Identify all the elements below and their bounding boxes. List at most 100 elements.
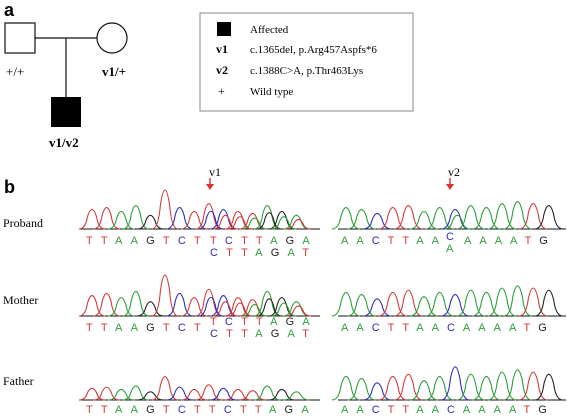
legend-wt-desc: Wild type (250, 86, 293, 98)
mother-left-peak (78, 294, 106, 317)
proband-left-top: TCTTAGA (210, 235, 318, 247)
row-label-proband: Proband (3, 216, 43, 230)
panel-a-label: a (4, 0, 15, 20)
v2-marker-label: v2 (448, 165, 460, 179)
legend-v2-key: v2 (216, 63, 228, 77)
mother-right-peak (503, 285, 532, 317)
mother-right-peak (487, 287, 517, 317)
pedigree (4, 22, 128, 127)
proband-right-peak (472, 207, 501, 230)
mother-left-peak (283, 301, 310, 317)
mother-left-bottom: CTTAGAT (210, 328, 317, 340)
mother-genotype: v1/+ (102, 64, 126, 79)
panel-b-label: b (4, 177, 15, 197)
proband-right-peak (363, 212, 392, 230)
chromatogram-traces (78, 189, 563, 401)
father-genotype: +/+ (6, 64, 24, 79)
father-right-peak (487, 371, 517, 401)
father-right-peak (519, 371, 548, 401)
father-right-peak (394, 373, 423, 401)
proband-right-peak (394, 205, 423, 230)
proband-left-seq: TTAAGTCT (86, 235, 209, 247)
proband-left-peak (93, 207, 120, 230)
father-right-peak (503, 369, 532, 401)
proband-left-peak (283, 214, 310, 230)
mother-right-peak (519, 287, 548, 317)
father-right-peak (378, 375, 407, 401)
proband-right-peak (534, 205, 563, 230)
row-label-mother: Mother (3, 293, 38, 307)
proband-left-bottom: CTTAGAT (210, 247, 317, 259)
father-right-peak (534, 373, 563, 401)
mother-right-peak (441, 294, 470, 317)
proband-right-seq: AACTTAA (341, 235, 447, 247)
father-left-peak (239, 390, 266, 401)
mother-right-peak (331, 291, 361, 317)
father-right-peak (425, 375, 454, 401)
legend-box: Affected v1 c.1365del, p.Arg457Aspfs*6 v… (199, 12, 414, 112)
father-left-peak (181, 388, 208, 401)
mother-right-peak (456, 289, 485, 317)
father-left-peak (78, 387, 106, 401)
mother-left-secondary-peak (285, 305, 311, 317)
mother-right-peak (425, 291, 454, 317)
affected-child-square (51, 97, 81, 127)
legend-v1-desc: c.1365del, p.Arg457Aspfs*6 (250, 44, 377, 56)
proband-right-peak (425, 207, 454, 230)
proband-left-peak (239, 212, 266, 230)
v1-marker-label: v1 (209, 165, 221, 179)
father-right-peak (409, 380, 439, 401)
proband-right-peak (519, 203, 548, 230)
mother-right-peak (472, 291, 501, 317)
father-left-peak (195, 384, 222, 401)
father-right-peak (441, 366, 470, 401)
father-left-peak (122, 385, 149, 401)
mother-right-peak (378, 291, 407, 317)
father-right-peak (331, 375, 361, 401)
legend-v1-key: v1 (216, 42, 228, 56)
proband-right-peak (378, 207, 407, 230)
proband-right-peak (441, 208, 470, 230)
affected-legend-square (217, 22, 231, 36)
proband-left-peak (122, 205, 150, 230)
row-label-father: Father (3, 374, 34, 388)
mother-right-peak (363, 298, 392, 317)
legend-v2-desc: c.1388C>A, p.Thr463Lys (250, 65, 363, 77)
mother-left-peak (108, 297, 135, 317)
father-right-peak (456, 373, 485, 401)
father-left-peak (283, 391, 310, 401)
father-left-peak (108, 388, 135, 401)
proband-right-peak (409, 210, 439, 230)
father-left-seq: TTAAGTCTTCTTAGA (86, 404, 317, 416)
mother-circle (96, 22, 128, 54)
father-square (4, 22, 36, 54)
mother-left-top: TCTTAGA (210, 316, 318, 328)
v1-arrow-icon (206, 178, 214, 190)
father-right-peak (363, 382, 392, 401)
legend-affected-label: Affected (250, 24, 289, 36)
mother-left-seq: TTAAGTCT (86, 322, 209, 334)
mother-right-peak (534, 289, 563, 317)
proband-right-tail: AAAATG (464, 235, 556, 247)
v2-arrow-icon (446, 178, 454, 190)
mother-left-peak (122, 290, 150, 317)
proband-left-peak (137, 214, 164, 230)
mother-left-peak (137, 301, 164, 317)
proband-right-secondary-peak (443, 214, 471, 230)
proband-left-peak (78, 208, 106, 230)
proband-right-peak (456, 205, 485, 230)
mother-left-peak (239, 299, 266, 317)
father-right-peak (472, 375, 501, 401)
mother-right-seq: AACTTAACAAAATG (341, 322, 555, 334)
father-right-seq: AACTTAACAAAATG (341, 404, 555, 416)
proband-right-het-bottom: A (446, 243, 454, 255)
proband-right-peak (487, 203, 517, 230)
mother-right-peak (394, 289, 423, 317)
proband-left-peak (181, 210, 208, 230)
mother-right-peak (409, 296, 439, 317)
child-genotype: v1/v2 (49, 135, 79, 150)
proband-left-secondary-peak (285, 218, 311, 230)
father-left-peak (137, 391, 164, 401)
proband-right-peak (331, 207, 361, 230)
